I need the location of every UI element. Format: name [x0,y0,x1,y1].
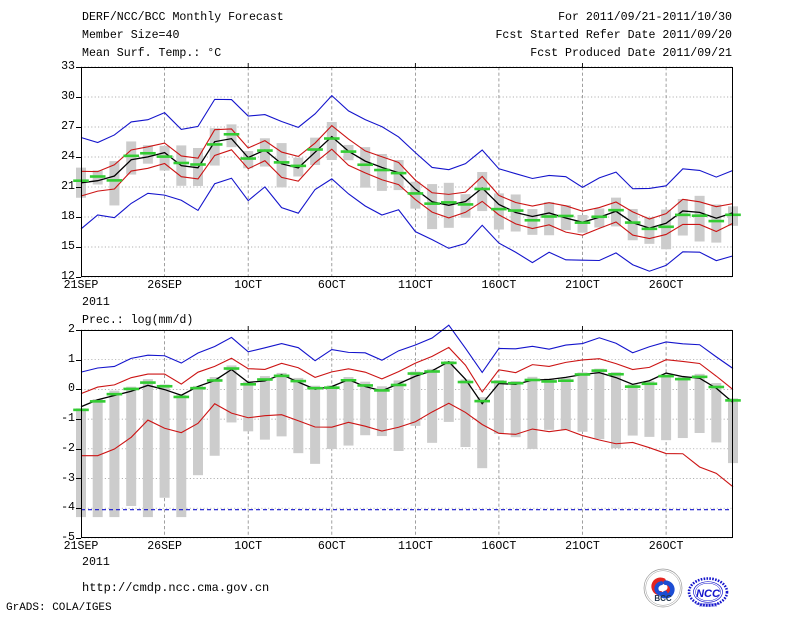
svg-text:NCC: NCC [696,588,721,600]
svg-text:BCC: BCC [654,594,672,603]
